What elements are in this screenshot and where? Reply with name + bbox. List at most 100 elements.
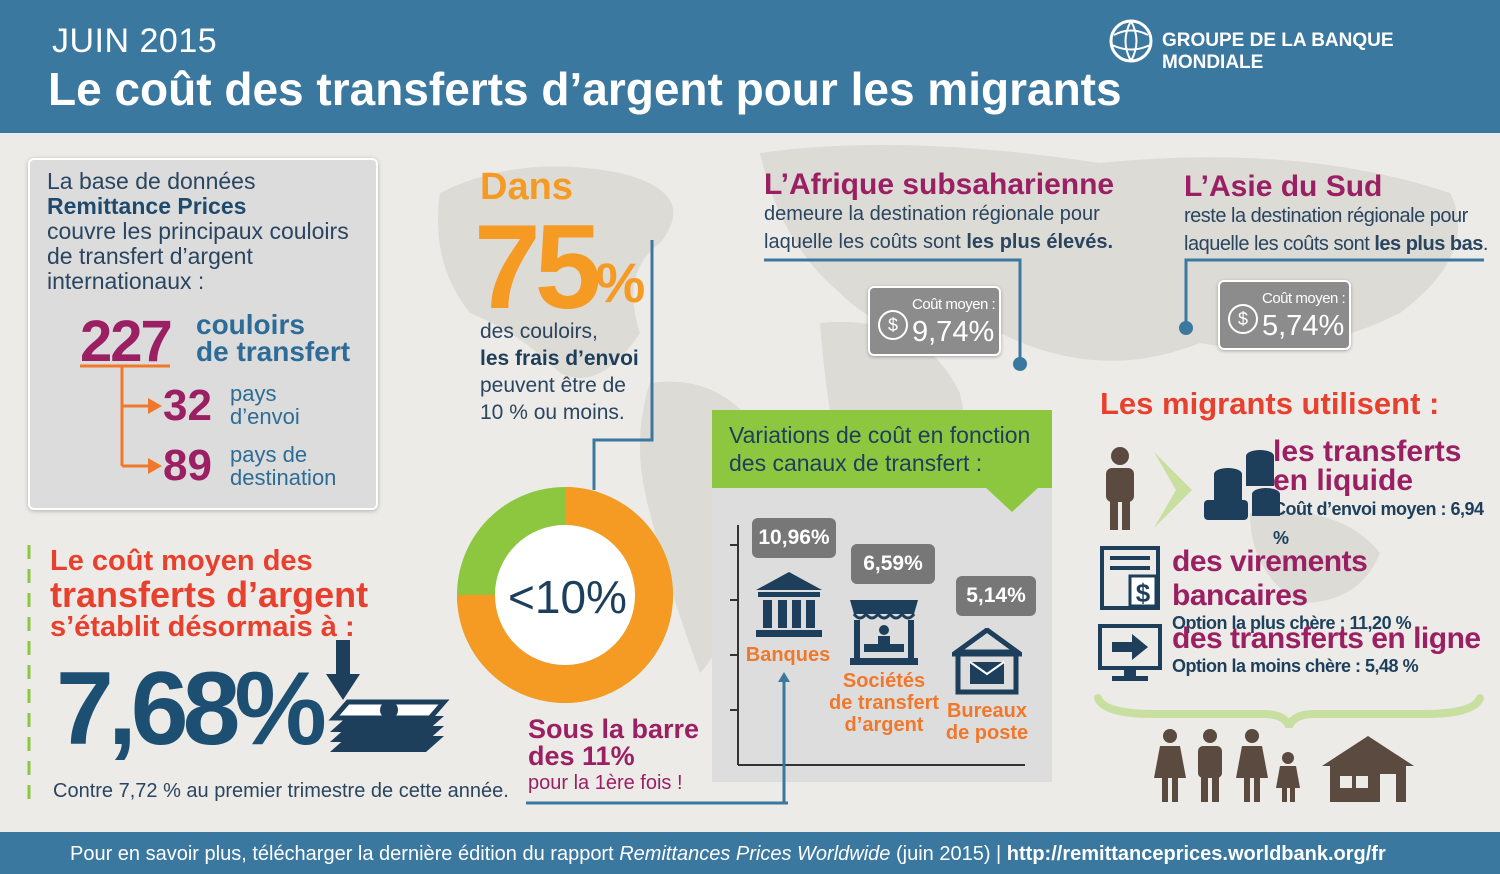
bank-cost-bubble: 10,96% bbox=[752, 518, 836, 558]
asia-connector-line bbox=[1179, 258, 1484, 335]
sending-countries-count: 32 bbox=[163, 381, 212, 430]
channel-banks-label: Banques bbox=[736, 644, 840, 666]
below-bar-connector bbox=[778, 672, 790, 802]
online-note-value: 5,48 % bbox=[1365, 656, 1419, 676]
online-transfers-title: des transferts en ligne bbox=[1172, 622, 1481, 655]
corridors-label-1: couloirs bbox=[196, 309, 305, 340]
online-transfer-monitor-icon bbox=[1098, 624, 1162, 681]
database-line-4: de transfert d’argent bbox=[47, 243, 253, 269]
migrants-title: Les migrants utilisent : bbox=[1100, 386, 1440, 421]
channel-banks-label-1: Banques bbox=[745, 644, 831, 666]
channels-axes bbox=[730, 525, 1025, 766]
africa-line-1: demeure la destination régionale pour bbox=[764, 203, 1100, 225]
below-bar-underline bbox=[526, 801, 788, 805]
seventy-five-number: 75 bbox=[474, 200, 602, 334]
channel-post-offices-label: Bureaux de poste bbox=[940, 700, 1034, 744]
storefront-icon bbox=[850, 600, 918, 665]
average-cost-title: Le coût moyen des transferts d’argent s’… bbox=[50, 545, 368, 644]
below-bar-line-2: des 11% bbox=[528, 741, 635, 771]
seventy-five-value: 75% bbox=[474, 198, 645, 336]
cash-note-value: 6,94 % bbox=[1273, 499, 1484, 548]
footer-text: Pour en savoir plus, télécharger la dern… bbox=[70, 843, 1386, 866]
corridors-tree-arrows bbox=[80, 364, 170, 474]
channel-post-label-2: de poste bbox=[945, 722, 1029, 744]
bank-note-value: 11,20 % bbox=[1349, 613, 1412, 633]
dollar-icon: $ bbox=[1228, 304, 1258, 334]
dest-label-2: destination bbox=[230, 465, 337, 490]
dest-label-1: pays de bbox=[230, 442, 308, 467]
average-cost-line-1: Le coût moyen des bbox=[50, 545, 313, 577]
channel-transfer-label-3: d’argent bbox=[844, 714, 924, 736]
database-name: Remittance Prices bbox=[47, 193, 247, 219]
asia-cost-value: 5,74% bbox=[1262, 310, 1345, 342]
seventy-five-line-4: 10 % ou moins. bbox=[480, 401, 625, 424]
cash-label-1: les transferts bbox=[1273, 435, 1462, 468]
channels-header-pointer bbox=[984, 486, 1040, 512]
below-bar-line-1: Sous la barre bbox=[528, 714, 700, 744]
family-and-house-icon bbox=[1154, 729, 1414, 802]
africa-line-2: laquelle les coûts sont bbox=[764, 231, 967, 253]
database-description: La base de données Remittance Prices cou… bbox=[47, 169, 367, 294]
africa-highlight: les plus élevés. bbox=[966, 231, 1114, 253]
asia-cost-label: Coût moyen : bbox=[1262, 290, 1346, 307]
corridors-label: couloirs de transfert bbox=[196, 309, 351, 367]
donut-label: <10% bbox=[508, 571, 627, 623]
africa-title: L’Afrique subsaharienne bbox=[764, 168, 1115, 201]
person-to-cash-icon bbox=[1106, 447, 1280, 530]
organization-name: GROUPE DE LA BANQUE MONDIALE bbox=[1162, 30, 1394, 73]
green-bracket bbox=[1094, 694, 1484, 728]
online-transfers-label: des transferts en ligne Option la moins … bbox=[1172, 622, 1481, 677]
below-bar-line-3: pour la 1ère fois ! bbox=[528, 772, 683, 794]
average-cost-line-3: s’établit désormais à : bbox=[50, 611, 355, 643]
footer-date: (juin 2015) | bbox=[890, 843, 1007, 865]
africa-description: demeure la destination régionale pour la… bbox=[764, 200, 1113, 256]
database-line-5: internationaux : bbox=[47, 268, 205, 294]
average-cost-comparison: Contre 7,72 % au premier trimestre de ce… bbox=[53, 780, 509, 802]
channel-transfer-label-1: Sociétés bbox=[842, 670, 926, 692]
seventy-five-line-2: les frais d’envoi bbox=[480, 347, 639, 370]
average-cost-value: 7,68% bbox=[56, 651, 327, 767]
seventy-five-line-1: des couloirs, bbox=[480, 320, 598, 343]
post-office-cost-bubble: 5,14% bbox=[956, 576, 1036, 616]
corridors-count: 227 bbox=[80, 309, 173, 374]
footer-intro: Pour en savoir plus, télécharger la dern… bbox=[70, 843, 620, 865]
africa-cost-label: Coût moyen : bbox=[912, 296, 996, 313]
asia-title: L’Asie du Sud bbox=[1184, 170, 1383, 203]
connector-75-line bbox=[592, 240, 654, 490]
asia-highlight: les plus bas bbox=[1374, 233, 1483, 255]
transfer-company-cost-bubble: 6,59% bbox=[851, 544, 935, 584]
asia-line-2-end: . bbox=[1482, 233, 1489, 255]
corridors-label-2: de transfert bbox=[196, 336, 351, 367]
donut-chart bbox=[457, 487, 673, 703]
asia-line-2: laquelle les coûts sont bbox=[1184, 233, 1375, 255]
asia-cost-box: $ Coût moyen : 5,74% bbox=[1218, 280, 1351, 350]
channels-title: Variations de coût en fonction des canau… bbox=[729, 421, 1030, 477]
bank-building-icon bbox=[756, 572, 822, 637]
world-bank-globe-icon bbox=[1109, 19, 1153, 63]
asia-line-1: reste la destination régionale pour bbox=[1184, 205, 1468, 227]
bank-transfers-label: des virements bancaires Option la plus c… bbox=[1172, 545, 1500, 634]
dollar-icon: $ bbox=[878, 310, 908, 340]
footer-url-link[interactable]: http://remittanceprices.worldbank.org/fr bbox=[1006, 843, 1386, 865]
database-panel bbox=[28, 158, 378, 510]
channels-header bbox=[712, 410, 1052, 488]
asia-description: reste la destination régionale pour laqu… bbox=[1184, 202, 1488, 258]
seventy-five-description: des couloirs, les frais d’envoi peuvent … bbox=[480, 318, 639, 426]
header-bar bbox=[0, 0, 1500, 133]
africa-cost-box: $ Coût moyen : 9,74% bbox=[868, 286, 1001, 356]
bank-transfer-document-icon: $ bbox=[1100, 546, 1160, 610]
header-date: JUIN 2015 bbox=[52, 22, 218, 60]
dashed-green-line bbox=[27, 545, 31, 805]
page-title: Le coût des transferts d’argent pour les… bbox=[48, 63, 1122, 115]
cash-label-2: en liquide bbox=[1273, 464, 1414, 497]
channels-title-1: Variations de coût en fonction bbox=[729, 422, 1031, 448]
channels-title-2: des canaux de transfert : bbox=[729, 450, 983, 476]
donut-share-slice bbox=[457, 487, 673, 703]
database-line-3: couvre les principaux couloirs bbox=[47, 218, 349, 244]
online-note: Option la moins chère : bbox=[1172, 656, 1366, 676]
africa-cost-value: 9,74% bbox=[912, 316, 995, 348]
destination-countries-count: 89 bbox=[163, 441, 212, 490]
seventy-five-percent-sign: % bbox=[595, 251, 646, 314]
footer-report-title: Remittances Prices Worldwide bbox=[619, 843, 891, 865]
cash-note: Coût d’envoi moyen : bbox=[1273, 499, 1451, 519]
